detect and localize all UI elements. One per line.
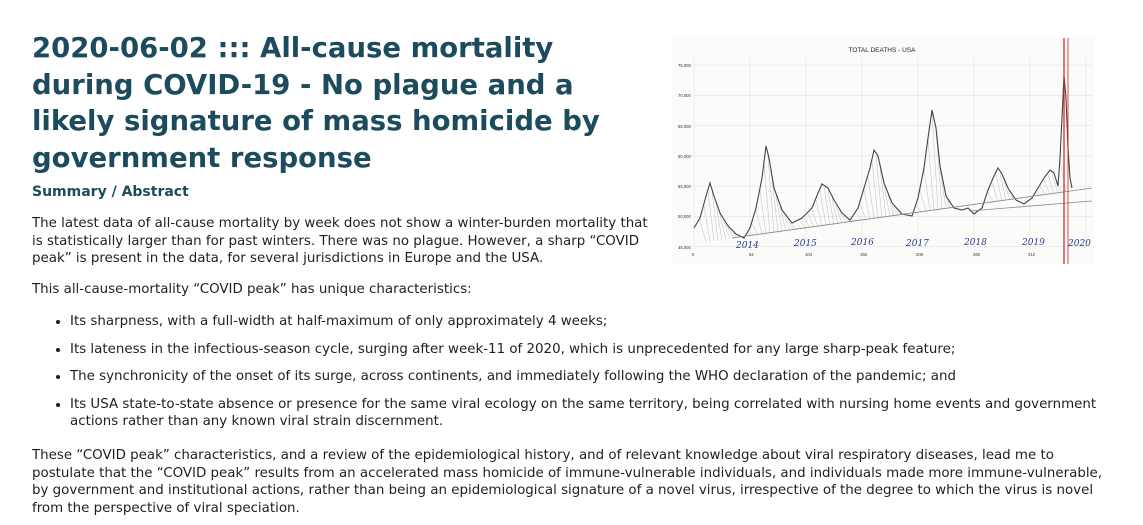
x-tick: 312 [1028, 252, 1036, 257]
year-label: 2014 [735, 241, 759, 251]
year-label: 2016 [850, 238, 874, 248]
list-item: Its USA state-to-state absence or presen… [70, 396, 1110, 431]
y-tick: 75,000 [678, 63, 691, 68]
x-tick: 52 [749, 252, 754, 257]
y-tick: 60,000 [678, 154, 691, 159]
paragraph-conclusion: These “COVID peak” characteristics, and … [32, 448, 1103, 516]
year-label: 2017 [905, 239, 929, 249]
mortality-figure-svg: TOTAL DEATHS - USA 75,000 70,000 65,000 … [672, 38, 1094, 264]
y-tick: 65,000 [678, 124, 691, 129]
x-tick: 104 [805, 252, 813, 257]
list-item: Its lateness in the infectious-season cy… [70, 341, 1110, 359]
characteristics-list: Its sharpness, with a full-width at half… [52, 313, 1110, 441]
list-item: The synchronicity of the onset of its su… [70, 368, 1110, 386]
figure-title: TOTAL DEATHS - USA [849, 47, 917, 54]
x-tick: 0 [692, 252, 695, 257]
list-item: Its sharpness, with a full-width at half… [70, 313, 1110, 331]
y-tick: 50,000 [678, 214, 691, 219]
x-tick: 208 [916, 252, 924, 257]
section-heading: Summary / Abstract [32, 184, 189, 200]
y-tick: 55,000 [678, 184, 691, 189]
year-label: 2020 [1067, 239, 1091, 249]
year-label: 2018 [963, 238, 987, 248]
mortality-figure-image: TOTAL DEATHS - USA 75,000 70,000 65,000 … [672, 38, 1094, 264]
article-title: 2020-06-02 ::: All-cause mortality durin… [32, 32, 600, 174]
paragraph-characteristics: This all-cause-mortality “COVID peak” ha… [32, 282, 472, 297]
y-tick: 70,000 [678, 93, 691, 98]
y-tick: 45,000 [678, 245, 691, 250]
x-tick: 260 [973, 252, 981, 257]
x-tick: 156 [860, 252, 868, 257]
year-label: 2015 [793, 239, 817, 249]
year-label: 2019 [1021, 238, 1045, 248]
paragraph-intro: The latest data of all-cause mortality b… [32, 216, 648, 266]
